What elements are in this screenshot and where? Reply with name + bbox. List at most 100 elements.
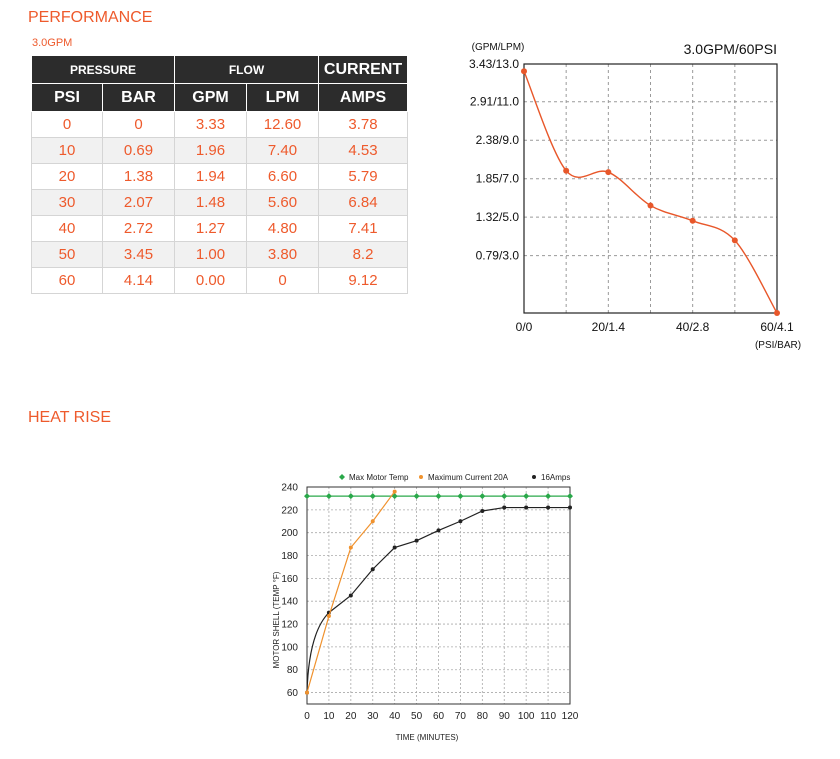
cell-amps: 5.79 xyxy=(318,163,409,190)
x-axis-label: TIME (MINUTES) xyxy=(396,733,459,742)
data-point xyxy=(392,545,397,550)
data-point xyxy=(605,169,612,176)
data-point xyxy=(502,505,507,510)
cell-amps: 4.53 xyxy=(318,137,409,164)
cell-amps: 3.78 xyxy=(318,111,409,138)
column-header-psi: PSI xyxy=(31,83,103,112)
cell-psi: 60 xyxy=(31,267,103,294)
cell-psi: 20 xyxy=(31,163,103,190)
y-tick-label: 1.85/7.0 xyxy=(476,172,520,186)
plot-frame xyxy=(306,486,571,705)
data-point xyxy=(326,614,331,619)
x-axis-label: (PSI/BAR) xyxy=(755,340,801,351)
data-point xyxy=(731,237,738,244)
legend-label: 16Amps xyxy=(541,473,570,482)
x-tick-label: 40/2.8 xyxy=(676,320,710,334)
x-tick-label: 20 xyxy=(345,711,357,722)
x-tick-label: 20/1.4 xyxy=(592,320,626,334)
data-point xyxy=(568,505,572,510)
data-point xyxy=(457,493,464,500)
y-tick-label: 1.32/5.0 xyxy=(476,210,520,224)
x-tick-label: 110 xyxy=(540,711,556,722)
cell-bar: 1.38 xyxy=(102,163,175,190)
cell-amps: 6.84 xyxy=(318,189,409,216)
data-point xyxy=(480,508,485,513)
x-tick-label: 120 xyxy=(562,711,579,722)
cell-bar: 3.45 xyxy=(102,241,175,268)
x-tick-label: 90 xyxy=(499,711,511,722)
table-row: 40 2.72 1.27 4.80 7.41 xyxy=(31,215,409,242)
cell-lpm: 0 xyxy=(245,267,320,294)
y-tick-label: 160 xyxy=(281,574,298,585)
y-tick-label: 200 xyxy=(281,528,298,539)
table-row: 20 1.38 1.94 6.60 5.79 xyxy=(31,163,409,190)
table-row: 60 4.14 0.00 0 9.12 xyxy=(31,267,409,294)
data-point xyxy=(348,593,353,598)
cell-lpm: 7.40 xyxy=(245,137,320,164)
cell-lpm: 5.60 xyxy=(245,189,320,216)
x-tick-label: 10 xyxy=(323,711,335,722)
data-point xyxy=(414,538,419,543)
x-tick-label: 60 xyxy=(433,711,445,722)
performance-heading: PERFORMANCE xyxy=(28,9,153,26)
y-tick-label: 180 xyxy=(281,551,298,562)
data-point xyxy=(413,493,420,500)
x-tick-label: 0/0 xyxy=(516,320,533,334)
legend-marker xyxy=(532,475,536,479)
cell-lpm: 6.60 xyxy=(245,163,320,190)
data-point xyxy=(304,493,310,500)
cell-gpm: 1.94 xyxy=(174,163,247,190)
data-point xyxy=(370,567,375,572)
cell-psi: 10 xyxy=(31,137,103,164)
column-header-bar: BAR xyxy=(102,83,175,112)
x-tick-label: 0 xyxy=(304,711,310,722)
table-group-header-row: PRESSURE FLOW CURRENT xyxy=(31,55,409,84)
y-tick-label: 120 xyxy=(281,620,298,631)
data-point xyxy=(348,545,353,550)
y-tick-label: 0.79/3.0 xyxy=(476,249,520,263)
cell-psi: 0 xyxy=(31,111,103,138)
y-axis-label: MOTOR SHELL (TEMP °F) xyxy=(272,571,281,668)
group-header-current: CURRENT xyxy=(318,55,409,84)
data-point xyxy=(391,493,398,500)
y-tick-label: 240 xyxy=(281,483,298,494)
y-tick-label: 220 xyxy=(281,505,298,516)
cell-gpm: 1.48 xyxy=(174,189,247,216)
cell-bar: 2.72 xyxy=(102,215,175,242)
data-point xyxy=(326,610,331,615)
legend-label: Max Motor Temp xyxy=(349,473,409,482)
cell-lpm: 3.80 xyxy=(245,241,320,268)
plot-frame xyxy=(523,63,778,314)
y-tick-label: 2.91/11.0 xyxy=(470,95,519,109)
x-tick-label: 60/4.1 xyxy=(760,320,794,334)
x-tick-label: 100 xyxy=(518,711,535,722)
column-header-gpm: GPM xyxy=(174,83,247,112)
data-point xyxy=(567,493,573,500)
cell-lpm: 12.60 xyxy=(245,111,320,138)
data-point xyxy=(647,202,654,209)
group-header-pressure: PRESSURE xyxy=(31,55,175,84)
16amps-line xyxy=(306,506,570,693)
data-point xyxy=(689,217,696,224)
performance-table: PRESSURE FLOW CURRENT PSI BAR GPM LPM AM… xyxy=(31,55,409,294)
data-point xyxy=(524,505,529,510)
data-point xyxy=(435,493,442,500)
data-point xyxy=(347,493,354,500)
data-point xyxy=(546,505,551,510)
data-point xyxy=(479,493,486,500)
data-point xyxy=(325,493,332,500)
cell-bar: 4.14 xyxy=(102,267,175,294)
cell-bar: 2.07 xyxy=(102,189,175,216)
data-point xyxy=(305,690,309,695)
data-point xyxy=(501,493,508,500)
chart-title: 3.0GPM/60PSI xyxy=(684,41,777,57)
group-header-flow: FLOW xyxy=(173,55,320,84)
legend-marker xyxy=(339,474,345,480)
data-point xyxy=(458,519,463,524)
cell-amps: 9.12 xyxy=(318,267,409,294)
cell-psi: 30 xyxy=(31,189,103,216)
data-point xyxy=(523,493,530,500)
table-column-header-row: PSI BAR GPM LPM AMPS xyxy=(31,83,409,112)
cell-gpm: 1.00 xyxy=(174,241,247,268)
cell-gpm: 1.27 xyxy=(174,215,247,242)
